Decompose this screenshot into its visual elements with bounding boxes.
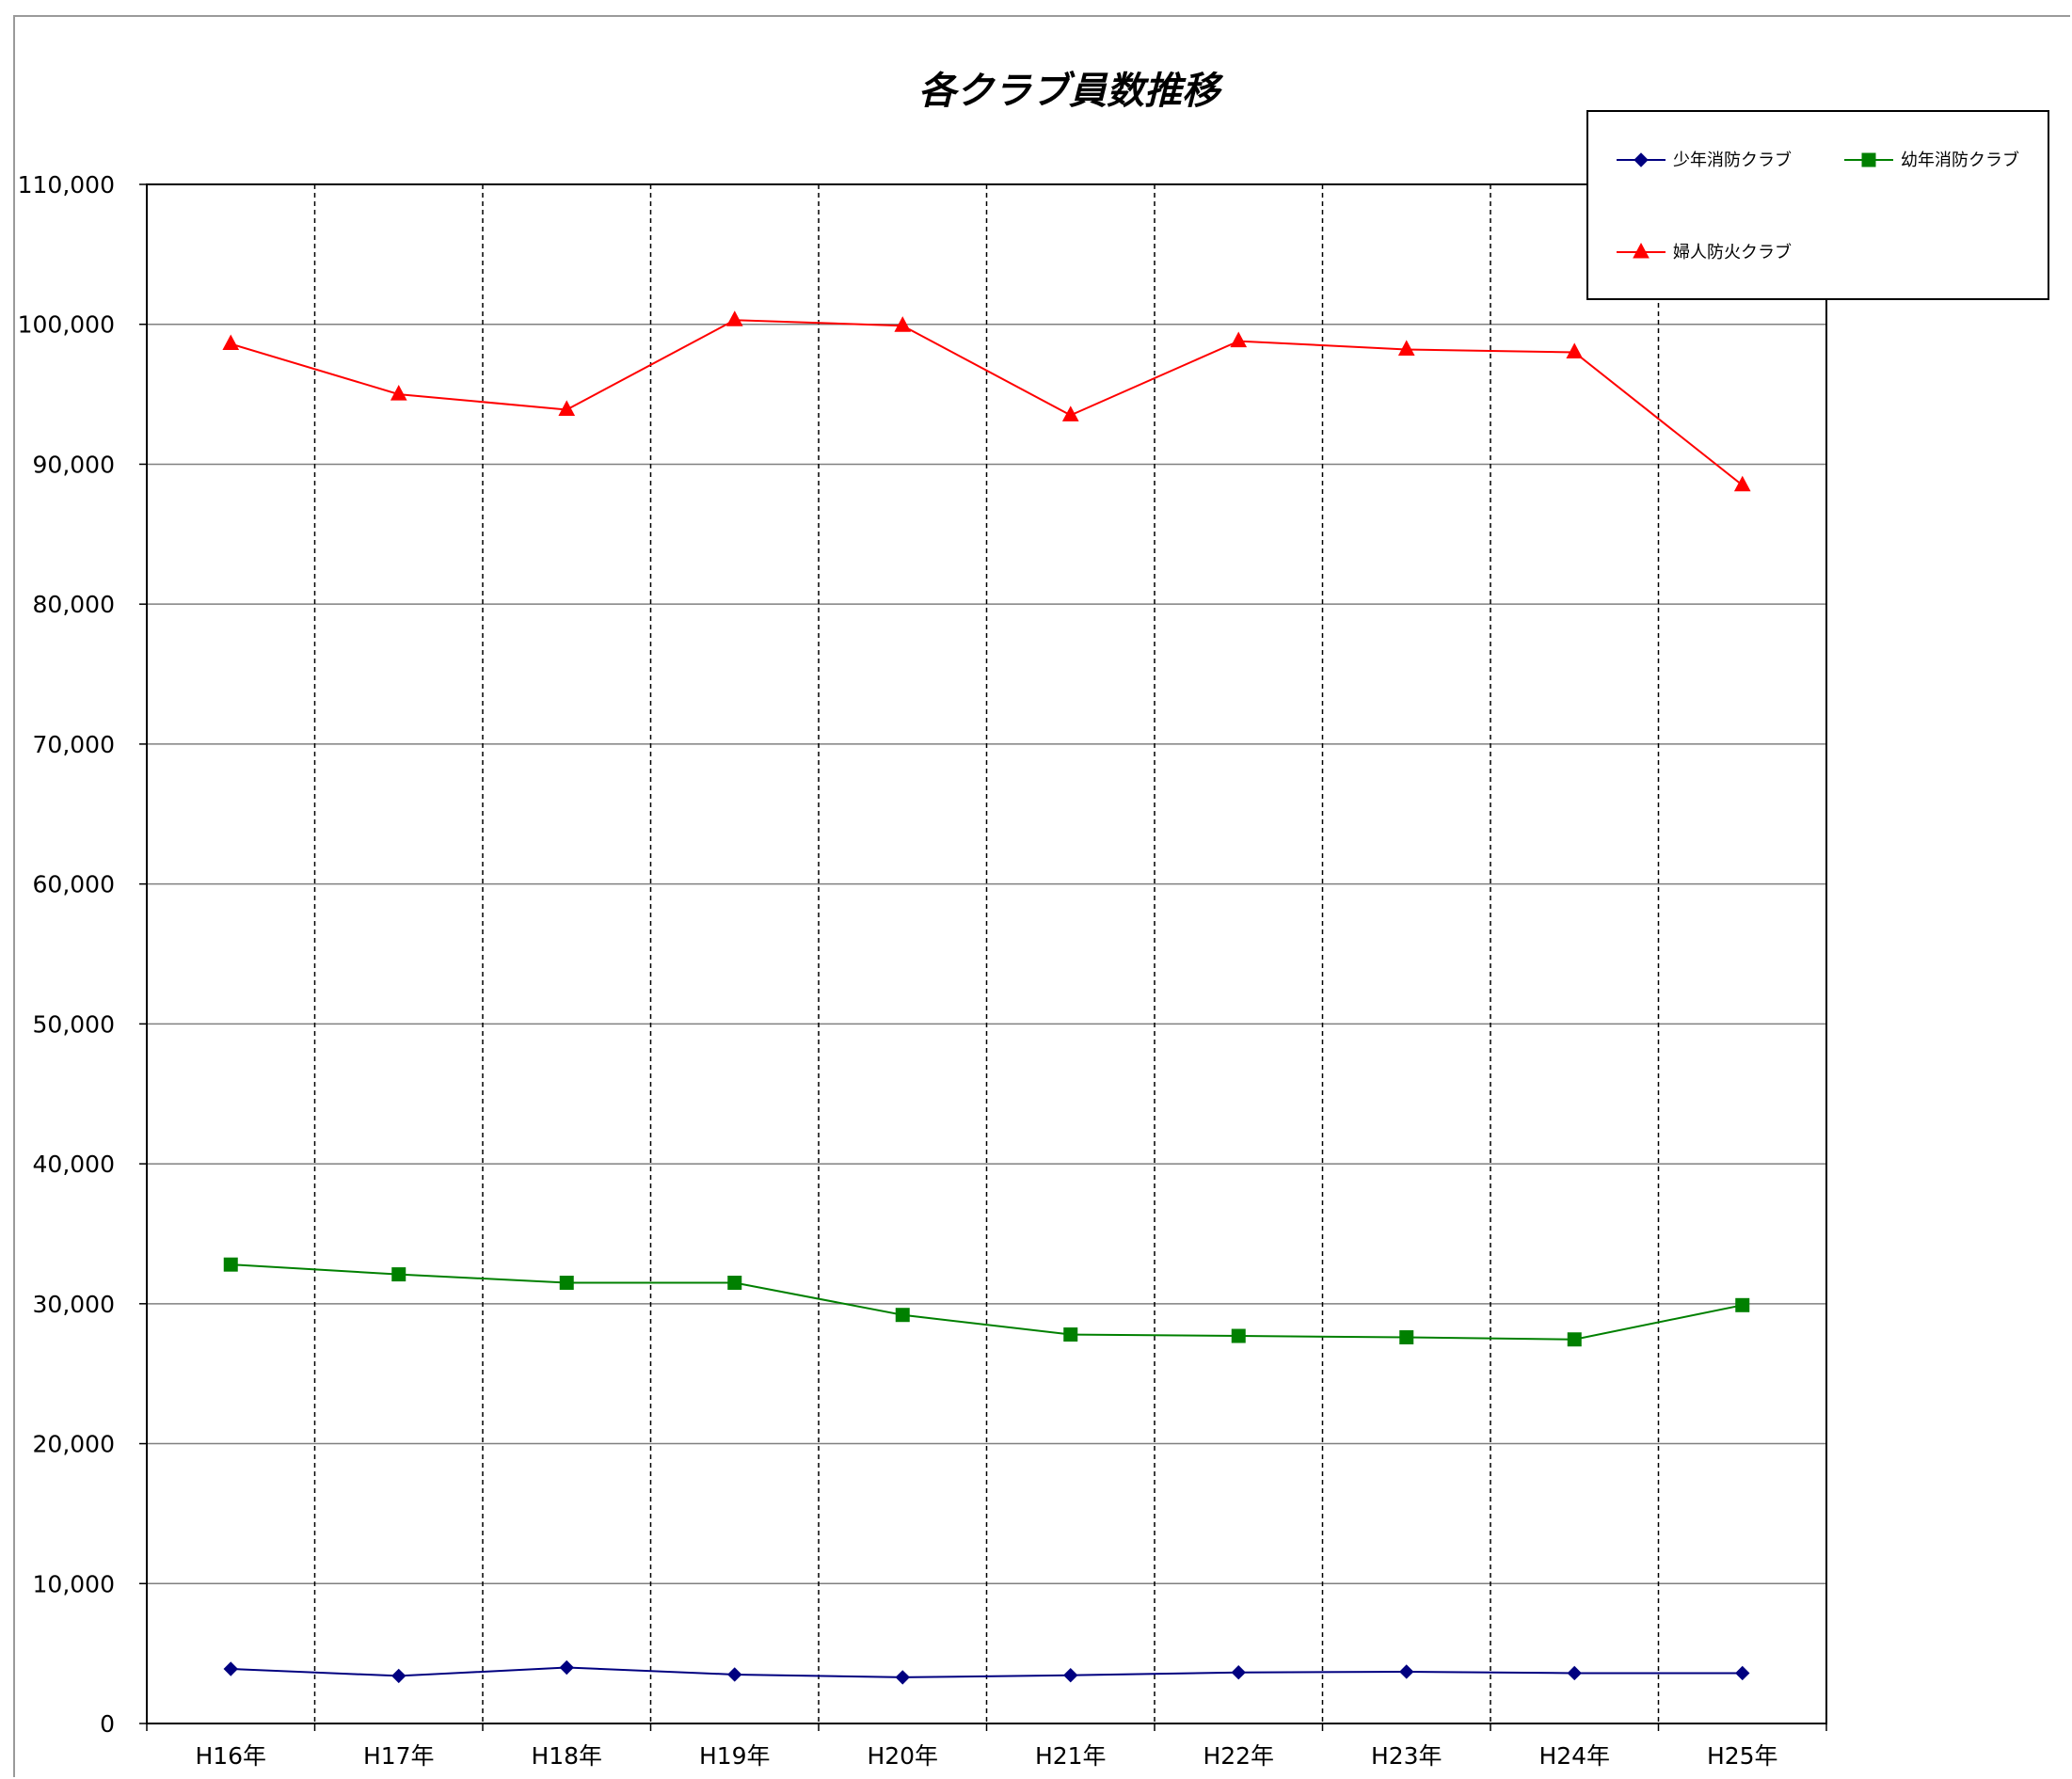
legend-marker [1634, 152, 1649, 167]
data-point [223, 1257, 238, 1272]
data-point [725, 310, 743, 326]
chart-title: 各クラブ員数推移 [918, 70, 1224, 113]
legend-item: 婦人防火クラブ [1617, 242, 1792, 262]
data-point [223, 1661, 238, 1676]
x-tick-label: H22年 [1203, 1742, 1274, 1770]
data-point [727, 1276, 742, 1291]
data-point [1567, 1332, 1582, 1347]
x-tick-label: H23年 [1371, 1742, 1442, 1770]
data-point [1231, 1665, 1246, 1680]
x-tick-label: H25年 [1707, 1742, 1778, 1770]
data-point [222, 334, 240, 351]
legend-box [1586, 110, 2049, 300]
data-point [1231, 1328, 1246, 1343]
y-tick-label: 50,000 [33, 1010, 115, 1038]
data-point [894, 316, 912, 332]
y-tick-label: 10,000 [33, 1570, 115, 1597]
series-line [231, 1666, 1743, 1678]
data-point [391, 1668, 406, 1684]
x-tick-label: H21年 [1035, 1742, 1107, 1770]
x-tick-label: H24年 [1538, 1742, 1610, 1770]
series-diamond [223, 1660, 1750, 1685]
y-tick-label: 70,000 [33, 731, 115, 758]
data-point [727, 1667, 742, 1682]
legend-label: 少年消防クラブ [1673, 150, 1792, 170]
y-tick-label: 100,000 [18, 311, 115, 339]
x-axis: H16年 H17年 H18年 H19年 H20年 H21年 H22年 H23年 H24年 H25年 [146, 1723, 1827, 1770]
data-point [558, 400, 576, 416]
series-square [223, 1257, 1750, 1347]
data-point [895, 1308, 910, 1323]
legend-item: 幼年消防クラブ [1844, 150, 2019, 170]
y-tick-label: 60,000 [33, 871, 115, 898]
legend-item: 少年消防クラブ [1617, 150, 1792, 170]
data-point [1567, 1665, 1582, 1681]
series-triangle [222, 310, 1751, 492]
data-point [1735, 1665, 1750, 1681]
y-tick-label: 90,000 [33, 451, 115, 478]
x-tick-label: H17年 [363, 1742, 435, 1770]
data-point [1061, 405, 1079, 421]
series-line [231, 1263, 1743, 1341]
series-line [230, 319, 1744, 486]
data-point [559, 1276, 574, 1291]
y-axis: 0 10,000 20,000 30,000 40,000 50,000 60,000 70,… [18, 171, 147, 1738]
data-point [895, 1670, 910, 1685]
x-tick-label: H20年 [867, 1742, 938, 1770]
data-point [1399, 1664, 1414, 1679]
data-point [1230, 331, 1248, 348]
y-tick-label: 80,000 [33, 591, 115, 618]
legend-marker [1861, 152, 1876, 167]
data-point [1733, 475, 1751, 492]
y-tick-label: 20,000 [33, 1431, 115, 1458]
series-layer [222, 310, 1751, 1685]
grid [147, 184, 1826, 1723]
chart-frame [13, 15, 2070, 1777]
y-tick-label: 110,000 [18, 171, 115, 199]
x-tick-label: H18年 [531, 1742, 602, 1770]
y-tick-label: 40,000 [33, 1151, 115, 1178]
y-tick-label: 0 [100, 1710, 115, 1738]
data-point [1566, 342, 1584, 358]
data-point [391, 1267, 406, 1282]
data-point [1399, 1330, 1414, 1345]
data-point [1063, 1667, 1078, 1683]
legend-label: 婦人防火クラブ [1673, 242, 1792, 262]
x-tick-label: H19年 [699, 1742, 771, 1770]
legend-label: 幼年消防クラブ [1901, 150, 2019, 170]
data-point [1735, 1297, 1750, 1312]
legend-marker [1633, 242, 1650, 259]
y-tick-label: 30,000 [33, 1291, 115, 1318]
x-tick-label: H16年 [195, 1742, 266, 1770]
data-point [1397, 340, 1415, 356]
data-point [1063, 1327, 1078, 1342]
data-point [559, 1660, 574, 1676]
data-point [390, 385, 407, 401]
